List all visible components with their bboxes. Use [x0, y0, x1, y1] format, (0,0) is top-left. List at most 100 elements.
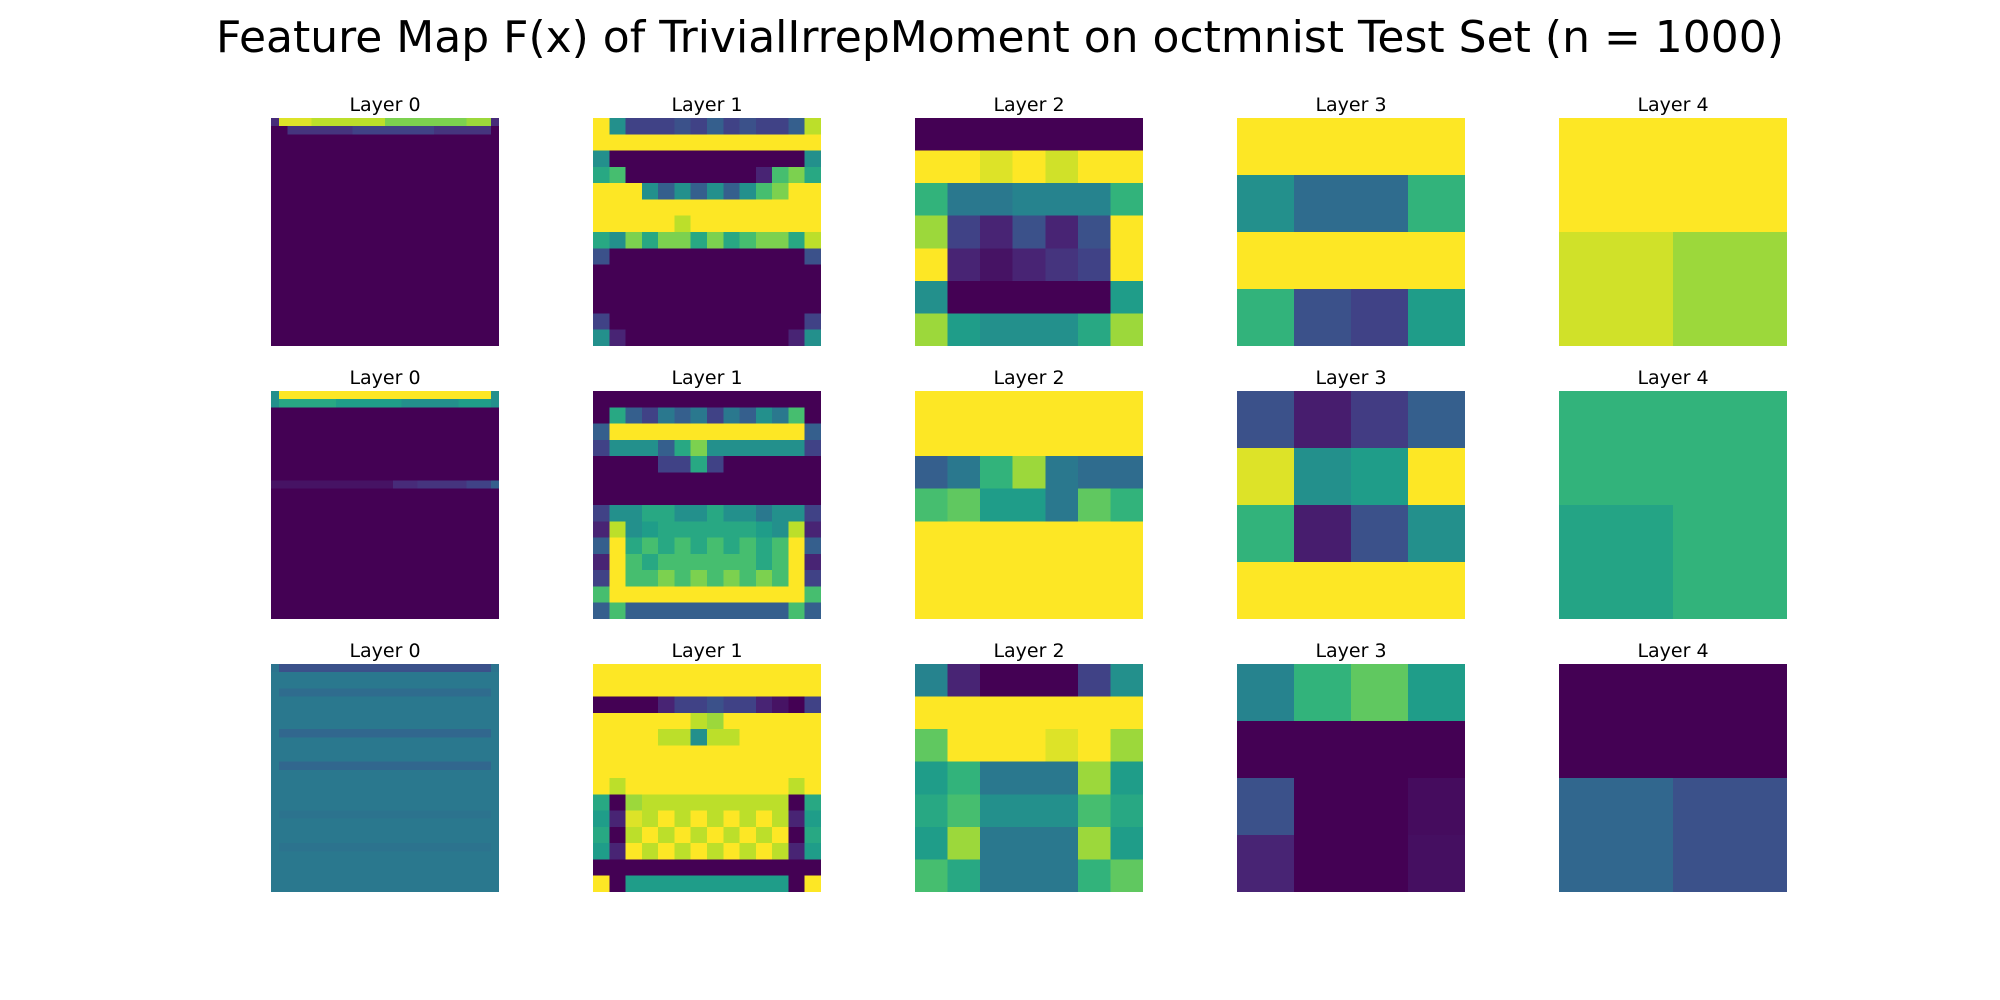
heatmap-cell — [303, 191, 313, 201]
heatmap-cell — [804, 696, 821, 714]
heatmap-cell — [287, 570, 297, 579]
heatmap-cell — [788, 456, 806, 474]
heatmap-cell — [319, 664, 329, 673]
heatmap-cell — [593, 232, 610, 249]
heatmap-cell — [772, 118, 790, 135]
heatmap-cell — [1673, 118, 1787, 233]
heatmap-cell — [287, 407, 297, 417]
heatmap-cell — [425, 158, 435, 168]
heatmap-cell — [319, 399, 329, 408]
heatmap-cell — [368, 439, 378, 449]
heatmap-cell — [625, 423, 643, 441]
heatmap-cell — [336, 297, 345, 306]
heatmap-cell — [401, 521, 411, 531]
heatmap-cell — [458, 562, 468, 571]
heatmap-cell — [482, 578, 492, 588]
heatmap-cell — [609, 232, 627, 249]
heatmap-cell — [772, 778, 790, 795]
heatmap-cell — [368, 223, 378, 233]
heatmap-cell — [1012, 586, 1046, 619]
heatmap-cell — [385, 883, 394, 892]
heatmap-cell — [385, 199, 394, 209]
heatmap-cell — [658, 664, 676, 681]
heatmap-cell — [474, 778, 484, 787]
heatmap-cell — [287, 488, 297, 498]
heatmap-cell — [1237, 118, 1295, 176]
heatmap-cell — [474, 786, 484, 795]
heatmap-cell — [482, 280, 492, 290]
heatmap-cell — [409, 150, 419, 160]
heatmap-cell — [336, 415, 345, 425]
heatmap-cell — [658, 537, 676, 555]
heatmap-cell — [442, 586, 451, 596]
heatmap-cell — [1077, 794, 1112, 828]
heatmap-cell — [409, 680, 419, 690]
heatmap-cell — [1012, 248, 1046, 282]
heatmap-cell — [433, 439, 443, 449]
heatmap-cell — [376, 223, 386, 233]
heatmap-cell — [593, 778, 610, 795]
heatmap-cell — [466, 150, 476, 160]
heatmap-cell — [609, 761, 627, 779]
heatmap-cell — [1077, 183, 1112, 217]
heatmap-cell — [772, 472, 790, 490]
heatmap-cell — [401, 431, 411, 441]
heatmap-cell — [311, 480, 321, 490]
heatmap-cell — [360, 456, 370, 465]
heatmap-cell — [466, 843, 476, 852]
heatmap-cell — [393, 183, 402, 192]
heatmap-cell — [433, 248, 443, 258]
heatmap-cell — [409, 464, 419, 474]
heatmap-cell — [295, 810, 305, 820]
heatmap-cell — [368, 297, 378, 306]
heatmap-cell — [450, 578, 459, 588]
heatmap-cell — [319, 586, 329, 596]
heatmap-cell — [279, 794, 288, 804]
heatmap-cell — [295, 769, 305, 779]
heatmap-cell — [319, 407, 329, 417]
heatmap-cell — [609, 696, 627, 714]
heatmap-cell — [319, 329, 329, 339]
heatmap-cell — [409, 264, 419, 274]
heatmap-cell — [401, 578, 411, 588]
heatmap-cell — [707, 329, 724, 346]
heatmap-cell — [344, 223, 354, 233]
heatmap-cell — [360, 786, 370, 795]
heatmap-cell — [271, 199, 280, 209]
heatmap-cell — [474, 337, 484, 346]
heatmap-cell — [755, 859, 773, 877]
heatmap-cell — [401, 810, 411, 820]
heatmap-cell — [409, 313, 419, 323]
heatmap-cell — [442, 456, 451, 465]
heatmap-cell — [328, 415, 337, 425]
heatmap-cell — [707, 134, 724, 152]
heatmap-cell — [352, 118, 362, 127]
heatmap-cell — [474, 753, 484, 763]
heatmap-cell — [466, 158, 476, 168]
heatmap-cell — [641, 537, 659, 555]
heatmap-cell — [279, 761, 288, 771]
heatmap-cell — [376, 158, 386, 168]
heatmap-cell — [466, 672, 476, 681]
heatmap-cell — [641, 586, 659, 604]
heatmap-cell — [393, 875, 402, 885]
heatmap-cell — [271, 256, 280, 266]
heatmap-cell — [319, 191, 329, 201]
heatmap-cell — [385, 745, 394, 755]
heatmap-cell — [474, 794, 484, 804]
heatmap-cell — [625, 439, 643, 457]
heatmap-cell — [417, 199, 427, 209]
heatmap-cell — [360, 761, 370, 771]
heatmap-cell — [417, 786, 427, 795]
heatmap-cell — [409, 391, 419, 400]
heatmap-cell — [482, 664, 492, 673]
heatmap-cell — [279, 423, 288, 433]
heatmap-cell — [311, 439, 321, 449]
heatmap-cell — [344, 423, 354, 433]
heatmap-cell — [980, 859, 1014, 892]
heatmap-cell — [433, 818, 443, 828]
heatmap-cell — [466, 712, 476, 722]
heatmap-cell — [336, 859, 345, 869]
heatmap-cell — [723, 761, 741, 779]
heatmap-cell — [401, 248, 411, 258]
